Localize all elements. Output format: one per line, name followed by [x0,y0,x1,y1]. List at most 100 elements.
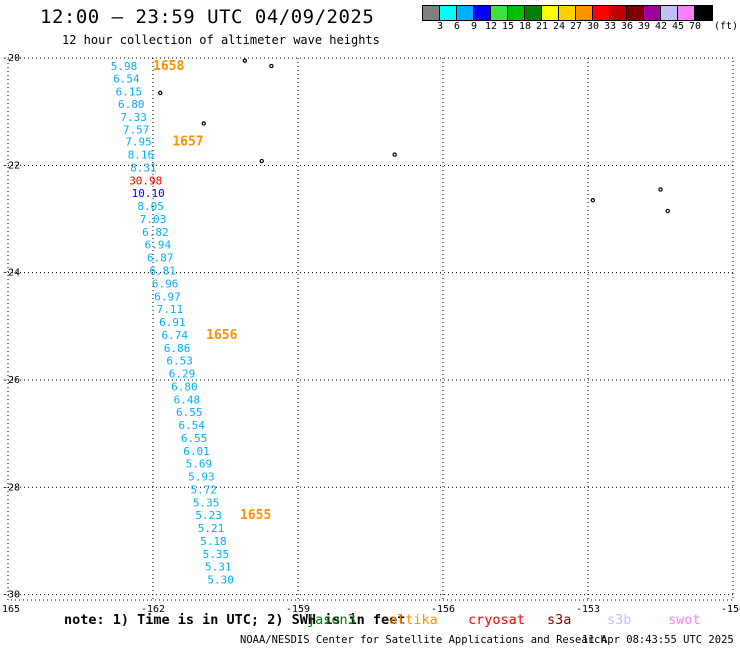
color-swatch [576,6,593,20]
satellite-legend-item: jason3 [307,612,356,628]
latitude-tick-label: -24 [2,268,20,279]
wave-height-label: 6.97 [154,290,181,303]
island-outline [201,121,206,126]
wave-height-label: 5.30 [207,574,234,587]
pass-time-label: 1656 [206,328,237,343]
wave-height-label: 5.93 [188,471,215,484]
latitude-tick-label: -26 [2,375,20,386]
color-swatch [508,6,525,20]
island-outline [259,158,264,164]
map-title: 12:00 – 23:59 UTC 04/09/2025 [40,6,375,28]
wave-height-label: 7.03 [140,213,167,226]
wave-height-label: 7.95 [125,136,152,149]
color-scale-label: 70 [688,21,702,32]
color-scale-label: 45 [671,21,685,32]
longitude-tick-label: -159 [286,604,310,615]
color-scale-label: 18 [518,21,532,32]
wave-height-label: 8.05 [137,200,164,213]
wave-height-label: 6.81 [149,265,176,278]
color-scale-label: 9 [470,21,478,32]
wave-height-label: 5.72 [191,483,218,496]
island-outline [392,152,397,157]
satellite-legend-item: s3b [607,612,632,628]
wave-height-label: 5.69 [186,458,213,471]
longitude-tick-label: -165 [0,604,20,615]
island-outline [665,208,670,214]
wave-height-label: 5.21 [198,522,225,535]
color-scale-label: 24 [552,21,566,32]
wave-height-label: 5.23 [195,509,222,522]
color-scale-label: 6 [453,21,461,32]
wave-height-label: 8.31 [130,161,157,174]
wave-height-label: 6.29 [169,368,196,381]
wave-height-label: 6.86 [164,342,191,355]
color-swatch [661,6,678,20]
color-swatch [457,6,474,20]
wave-height-label: 7.33 [120,111,147,124]
wave-height-label: 6.80 [118,98,145,111]
color-scale-label: 30 [586,21,600,32]
wave-height-label: 6.54 [178,419,205,432]
wave-height-label: 6.55 [176,406,203,419]
wave-height-label: 7.57 [123,123,150,136]
latitude-tick-label: -30 [2,590,20,601]
wave-height-label: 8.16 [128,149,155,162]
wave-height-label: 5.18 [200,535,227,548]
generated-timestamp: 11 Apr 08:43:55 UTC 2025 [582,634,734,646]
color-scale-bar [422,5,713,21]
pass-time-label: 1658 [153,59,184,74]
latitude-tick-label: -20 [2,53,20,64]
wave-height-label: 7.11 [157,303,184,316]
map-frame [7,57,734,601]
latitude-tick-label: -22 [2,160,20,171]
wave-height-label: 6.48 [174,393,201,406]
wave-height-label: 5.35 [193,496,220,509]
color-scale-label: 15 [501,21,515,32]
satellite-legend-item: s3a [547,612,572,628]
island-outline [658,187,663,192]
longitude-tick-label: -150 [721,604,740,615]
color-swatch [627,6,644,20]
wave-height-label: 6.55 [181,432,208,445]
island-outline [269,63,274,69]
satellite-legend-item: swot [668,612,701,628]
wave-height-label: 6.80 [171,380,198,393]
wave-height-label: 6.01 [183,445,210,458]
color-swatch [542,6,559,20]
credit-line: NOAA/NESDIS Center for Satellite Applica… [240,634,607,646]
wave-height-label: 6.53 [166,355,193,368]
color-swatch [525,6,542,20]
color-swatch [440,6,457,20]
wave-height-label: 5.98 [111,60,138,73]
color-swatch [559,6,576,20]
color-swatch [423,6,440,20]
wave-height-label: 6.74 [162,329,189,342]
color-scale-label: 21 [535,21,549,32]
color-swatch [678,6,695,20]
wave-height-label: 6.54 [113,72,140,85]
color-scale-label: 27 [569,21,583,32]
wave-height-label: 6.96 [152,277,179,290]
map-subtitle: 12 hour collection of altimeter wave hei… [62,33,380,47]
wave-height-label: 6.91 [159,316,186,329]
color-scale-label: 3 [436,21,444,32]
pass-time-label: 1657 [172,135,203,150]
island-outline [242,58,248,63]
satellite-legend-item: cryosat [468,612,525,628]
wave-height-label: 6.94 [145,239,172,252]
color-swatch [593,6,610,20]
island-outline [158,90,163,96]
color-swatch [474,6,491,20]
color-swatch [491,6,508,20]
wave-height-label: 5.35 [203,548,230,561]
color-swatch [610,6,627,20]
pass-time-label: 1655 [240,508,271,523]
color-scale-unit: (ft) [714,21,739,32]
wave-height-label: 6.82 [142,226,169,239]
footer-note: note: 1) Time is in UTC; 2) SWH is in fe… [64,612,406,628]
color-scale-label: 36 [620,21,634,32]
wave-height-label: 6.87 [147,252,174,265]
satellite-legend-item: altika [389,612,438,628]
island-outline [590,198,596,203]
color-swatch [695,6,712,20]
